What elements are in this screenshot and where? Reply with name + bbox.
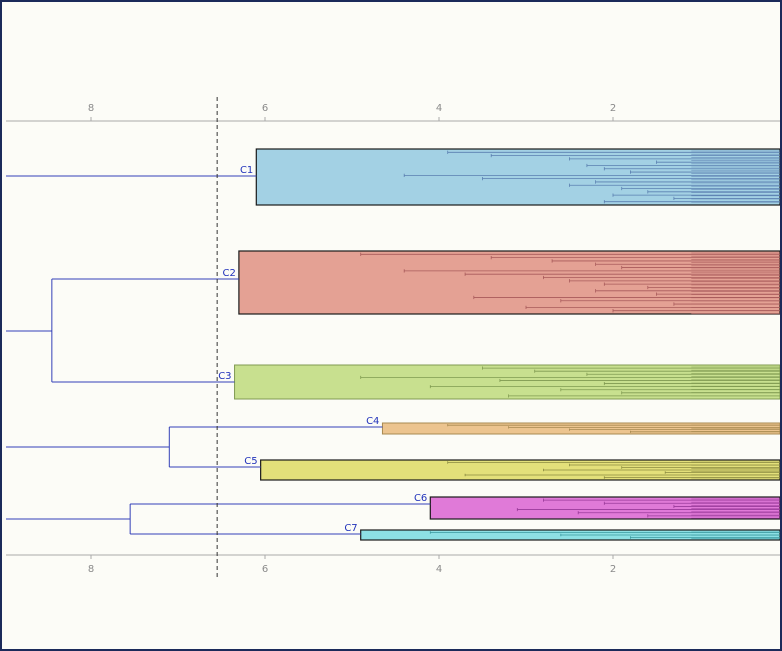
cluster-block: [238, 250, 780, 315]
cluster-label: C1: [240, 165, 253, 176]
top-tick-label: 6: [262, 103, 268, 114]
cluster-label: C6: [414, 493, 427, 504]
cluster-label: C7: [344, 523, 357, 534]
bottom-axis: 8 6 4 2: [6, 554, 780, 575]
cluster-block: [234, 364, 780, 400]
cluster-c4: [381, 422, 780, 435]
cluster-label: C2: [223, 268, 236, 279]
cluster-c1: [255, 148, 780, 206]
cluster-c7: [360, 529, 780, 541]
bottom-tick-label: 8: [88, 564, 94, 575]
top-tick-label: 8: [88, 103, 94, 114]
bottom-tick-label: 6: [262, 564, 268, 575]
cluster-c3: [234, 364, 780, 400]
cluster-c5: [260, 459, 780, 481]
top-tick-label: 2: [610, 103, 616, 114]
cluster-c2: [238, 250, 780, 315]
cluster-blocks: [234, 148, 780, 541]
cluster-labels: C1 C2 C3 C4 C5 C6 C7: [218, 165, 427, 534]
cluster-c6: [429, 496, 780, 520]
cluster-label: C5: [244, 456, 257, 467]
cluster-label: C4: [366, 416, 379, 427]
top-axis: 8 6 4 2: [6, 103, 780, 122]
bottom-tick-label: 2: [610, 564, 616, 575]
cluster-label: C3: [218, 371, 231, 382]
cluster-block: [381, 422, 780, 435]
top-tick-label: 4: [436, 103, 442, 114]
cluster-connectors: [6, 175, 431, 535]
bottom-tick-label: 4: [436, 564, 442, 575]
